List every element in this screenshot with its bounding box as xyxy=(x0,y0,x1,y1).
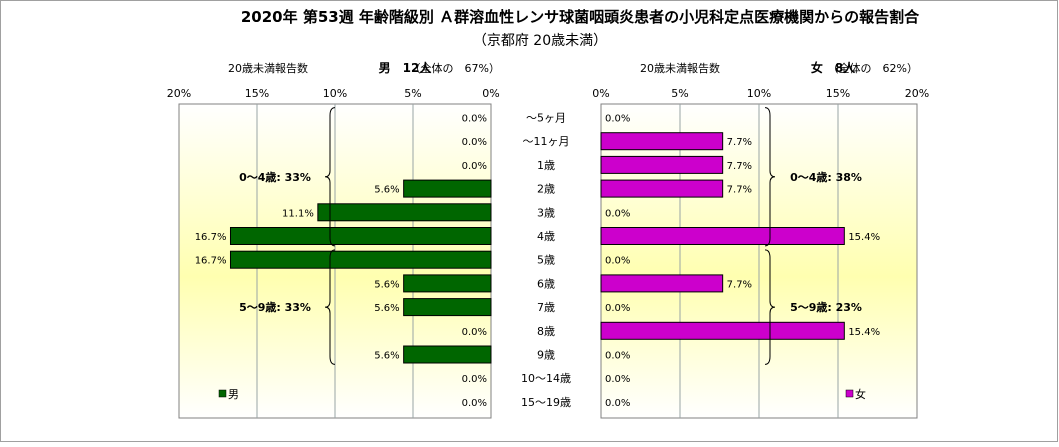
category-label-3: 2歳 xyxy=(537,183,555,196)
data-label-left-3: 5.6% xyxy=(374,185,399,196)
bar-left-7 xyxy=(403,274,492,293)
header-label-left: 20歳未満報告数 xyxy=(228,62,308,75)
data-label-left-4: 11.1% xyxy=(282,208,314,219)
x-tick-label-right-3: 15% xyxy=(826,87,850,100)
header-count-left: 男 12人 xyxy=(379,60,433,75)
category-label-0: ～5ヶ月 xyxy=(526,112,566,125)
category-label-4: 3歳 xyxy=(537,206,555,219)
group-label-right-1: 5～9歳: 23% xyxy=(790,300,862,314)
header-label-right: 20歳未満報告数 xyxy=(640,62,720,75)
chart-subtitle: （京都府 20歳未満） xyxy=(473,33,607,49)
x-tick-label-left-2: 10% xyxy=(323,87,347,100)
x-tick-label-right-1: 5% xyxy=(671,87,688,100)
header-share-left: （全体の 67%） xyxy=(410,61,500,75)
data-label-left-2: 0.0% xyxy=(462,161,487,172)
x-tick-label-right-0: 0% xyxy=(592,87,609,100)
category-label-2: 1歳 xyxy=(537,159,555,172)
data-label-left-11: 0.0% xyxy=(462,374,487,385)
category-label-8: 7歳 xyxy=(537,301,555,314)
x-tick-label-left-3: 15% xyxy=(245,87,269,100)
group-label-left-0: 0～4歳: 33% xyxy=(239,170,311,184)
group-brace-left-0 xyxy=(324,107,336,247)
legend-swatch-left xyxy=(218,389,227,398)
x-tick-label-left-1: 5% xyxy=(404,87,421,100)
bar-left-8 xyxy=(403,298,492,317)
bar-right-2 xyxy=(600,155,724,174)
x-tick-label-right-4: 20% xyxy=(905,87,929,100)
data-label-left-9: 0.0% xyxy=(462,327,487,338)
category-label-10: 9歳 xyxy=(537,349,555,362)
bar-right-3 xyxy=(600,179,724,198)
bar-left-5 xyxy=(229,227,492,245)
category-label-12: 15～19歳 xyxy=(521,396,571,409)
category-label-1: ～11ヶ月 xyxy=(523,135,570,148)
x-tick-label-left-4: 20% xyxy=(167,87,191,100)
group-brace-left-1 xyxy=(324,249,336,365)
bar-left-10 xyxy=(403,345,492,364)
bar-right-5 xyxy=(600,227,845,245)
data-label-right-11: 0.0% xyxy=(605,374,630,385)
data-label-left-0: 0.0% xyxy=(462,114,487,125)
data-label-left-8: 5.6% xyxy=(374,303,399,314)
legend-label-left: 男 xyxy=(228,388,239,401)
group-brace-right-0 xyxy=(764,107,776,247)
data-label-right-12: 0.0% xyxy=(605,398,630,409)
data-label-right-6: 0.0% xyxy=(605,256,630,267)
bar-right-7 xyxy=(600,274,724,293)
group-label-right-0: 0～4歳: 38% xyxy=(790,170,862,184)
legend-swatch-right xyxy=(845,389,854,398)
data-label-left-12: 0.0% xyxy=(462,398,487,409)
data-label-left-10: 5.6% xyxy=(374,351,399,362)
bar-right-1 xyxy=(600,132,724,151)
data-label-left-1: 0.0% xyxy=(462,137,487,148)
data-label-right-2: 7.7% xyxy=(727,161,752,172)
data-label-right-8: 0.0% xyxy=(605,303,630,314)
data-label-right-10: 0.0% xyxy=(605,351,630,362)
header-count-right: 女 8人 xyxy=(811,60,856,75)
category-label-9: 8歳 xyxy=(537,325,555,338)
legend-label-right: 女 xyxy=(855,387,866,401)
group-brace-right-1 xyxy=(764,249,776,365)
data-label-right-7: 7.7% xyxy=(727,279,752,290)
bar-right-9 xyxy=(600,321,845,340)
bar-left-4 xyxy=(317,203,492,222)
category-label-11: 10～14歳 xyxy=(521,372,571,385)
chart-title: 2020年 第53週 年齢階級別 Ａ群溶血性レンサ球菌咽頭炎患者の小児科定点医療… xyxy=(241,8,920,26)
category-label-5: 4歳 xyxy=(537,230,555,243)
group-label-left-1: 5～9歳: 33% xyxy=(239,300,311,314)
bar-left-6 xyxy=(229,250,492,269)
category-label-7: 6歳 xyxy=(537,277,555,290)
header-share-right: （全体の 62%） xyxy=(828,61,918,75)
bar-left-3 xyxy=(403,179,492,198)
category-label-6: 5歳 xyxy=(537,254,555,267)
data-label-right-1: 7.7% xyxy=(727,137,752,148)
data-label-left-6: 16.7% xyxy=(195,256,227,267)
data-label-right-0: 0.0% xyxy=(605,114,630,125)
data-label-right-4: 0.0% xyxy=(605,208,630,219)
data-label-left-5: 16.7% xyxy=(195,232,227,243)
data-label-right-9: 15.4% xyxy=(848,327,880,338)
data-label-right-5: 15.4% xyxy=(848,232,880,243)
x-tick-label-left-0: 0% xyxy=(482,87,499,100)
data-label-left-7: 5.6% xyxy=(374,279,399,290)
x-tick-label-right-2: 10% xyxy=(747,87,771,100)
data-label-right-3: 7.7% xyxy=(727,185,752,196)
